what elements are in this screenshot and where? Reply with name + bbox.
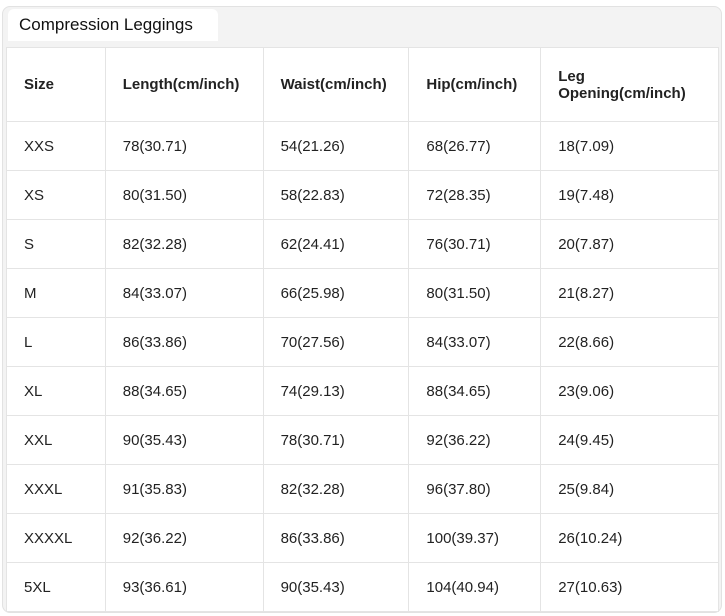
table-row: XL 88(34.65) 74(29.13) 88(34.65) 23(9.06) [6, 366, 719, 416]
column-header-text: Length(cm/inch) [122, 76, 240, 93]
table-cell: 82(32.28) [262, 464, 410, 514]
table-cell: XL [6, 366, 106, 416]
table-cell: XXXL [6, 464, 106, 514]
table-cell: XXXXL [6, 513, 106, 563]
table-cell: XS [6, 170, 106, 220]
table-cell: 78(30.71) [104, 121, 264, 171]
table-cell: 90(35.43) [104, 415, 264, 465]
table-cell: 24(9.45) [540, 415, 719, 465]
table-cell: 88(34.65) [104, 366, 264, 416]
table-cell: 66(25.98) [262, 268, 410, 318]
size-table: Size Length(cm/inch) Waist(cm/inch) Hip(cm/… [6, 47, 719, 612]
table-cell: 74(29.13) [262, 366, 410, 416]
table-row: S 82(32.28) 62(24.41) 76(30.71) 20(7.87) [6, 219, 719, 269]
table-cell: L [6, 317, 106, 367]
table-cell: 72(28.35) [408, 170, 542, 220]
table-cell: M [6, 268, 106, 318]
column-header: Leg Opening(cm/inch) [540, 47, 719, 122]
table-cell: 20(7.87) [540, 219, 719, 269]
table-cell: S [6, 219, 106, 269]
column-header-text: Leg Opening(cm/inch) [558, 67, 686, 102]
table-row: XXXXL 92(36.22) 86(33.86) 100(39.37) 26(10.2… [6, 513, 719, 563]
table-cell: 86(33.86) [262, 513, 410, 563]
table-cell: 80(31.50) [104, 170, 264, 220]
table-cell: 86(33.86) [104, 317, 264, 367]
table-cell: 80(31.50) [408, 268, 542, 318]
column-header: Size [6, 47, 106, 122]
table-cell: XXL [6, 415, 106, 465]
table-cell: 88(34.65) [408, 366, 542, 416]
table-cell: 54(21.26) [262, 121, 410, 171]
table-cell: 96(37.80) [408, 464, 542, 514]
column-header-text: Hip(cm/inch) [426, 76, 518, 93]
table-cell: 5XL [6, 562, 106, 612]
table-row: XXS 78(30.71) 54(21.26) 68(26.77) 18(7.09) [6, 121, 719, 171]
table-cell: 82(32.28) [104, 219, 264, 269]
tab-title: Compression Leggings [8, 9, 218, 41]
table-cell: 91(35.83) [104, 464, 264, 514]
table-cell: 90(35.43) [262, 562, 410, 612]
column-header-text: Waist(cm/inch) [280, 76, 387, 93]
table-cell: 92(36.22) [104, 513, 264, 563]
table-row: M 84(33.07) 66(25.98) 80(31.50) 21(8.27) [6, 268, 719, 318]
table-cell: 19(7.48) [540, 170, 719, 220]
table-cell: 27(10.63) [540, 562, 719, 612]
table-row: XS 80(31.50) 58(22.83) 72(28.35) 19(7.48) [6, 170, 719, 220]
table-cell: 21(8.27) [540, 268, 719, 318]
table-cell: 18(7.09) [540, 121, 719, 171]
table-cell: 68(26.77) [408, 121, 542, 171]
table-row: XXL 90(35.43) 78(30.71) 92(36.22) 24(9.45) [6, 415, 719, 465]
column-header: Waist(cm/inch) [262, 47, 410, 122]
table-cell: 23(9.06) [540, 366, 719, 416]
table-cell: 100(39.37) [408, 513, 542, 563]
table-row: L 86(33.86) 70(27.56) 84(33.07) 22(8.66) [6, 317, 719, 367]
table-cell: 84(33.07) [408, 317, 542, 367]
table-cell: 22(8.66) [540, 317, 719, 367]
header-row: Size Length(cm/inch) Waist(cm/inch) Hip(cm/… [6, 47, 719, 122]
table-cell: 58(22.83) [262, 170, 410, 220]
table-cell: 26(10.24) [540, 513, 719, 563]
table-cell: 25(9.84) [540, 464, 719, 514]
column-header-text: Size [24, 76, 55, 93]
table-cell: 92(36.22) [408, 415, 542, 465]
column-header: Hip(cm/inch) [408, 47, 542, 122]
table-cell: 70(27.56) [262, 317, 410, 367]
table-cell: 93(36.61) [104, 562, 264, 612]
table-row: 5XL 93(36.61) 90(35.43) 104(40.94) 27(10.63) [6, 562, 719, 612]
table-cell: 62(24.41) [262, 219, 410, 269]
table-cell: 84(33.07) [104, 268, 264, 318]
table-cell: 78(30.71) [262, 415, 410, 465]
table-cell: 76(30.71) [408, 219, 542, 269]
table-row: XXXL 91(35.83) 82(32.28) 96(37.80) 25(9.84) [6, 464, 719, 514]
table-cell: 104(40.94) [408, 562, 542, 612]
column-header: Length(cm/inch) [104, 47, 264, 122]
table-cell: XXS [6, 121, 106, 171]
